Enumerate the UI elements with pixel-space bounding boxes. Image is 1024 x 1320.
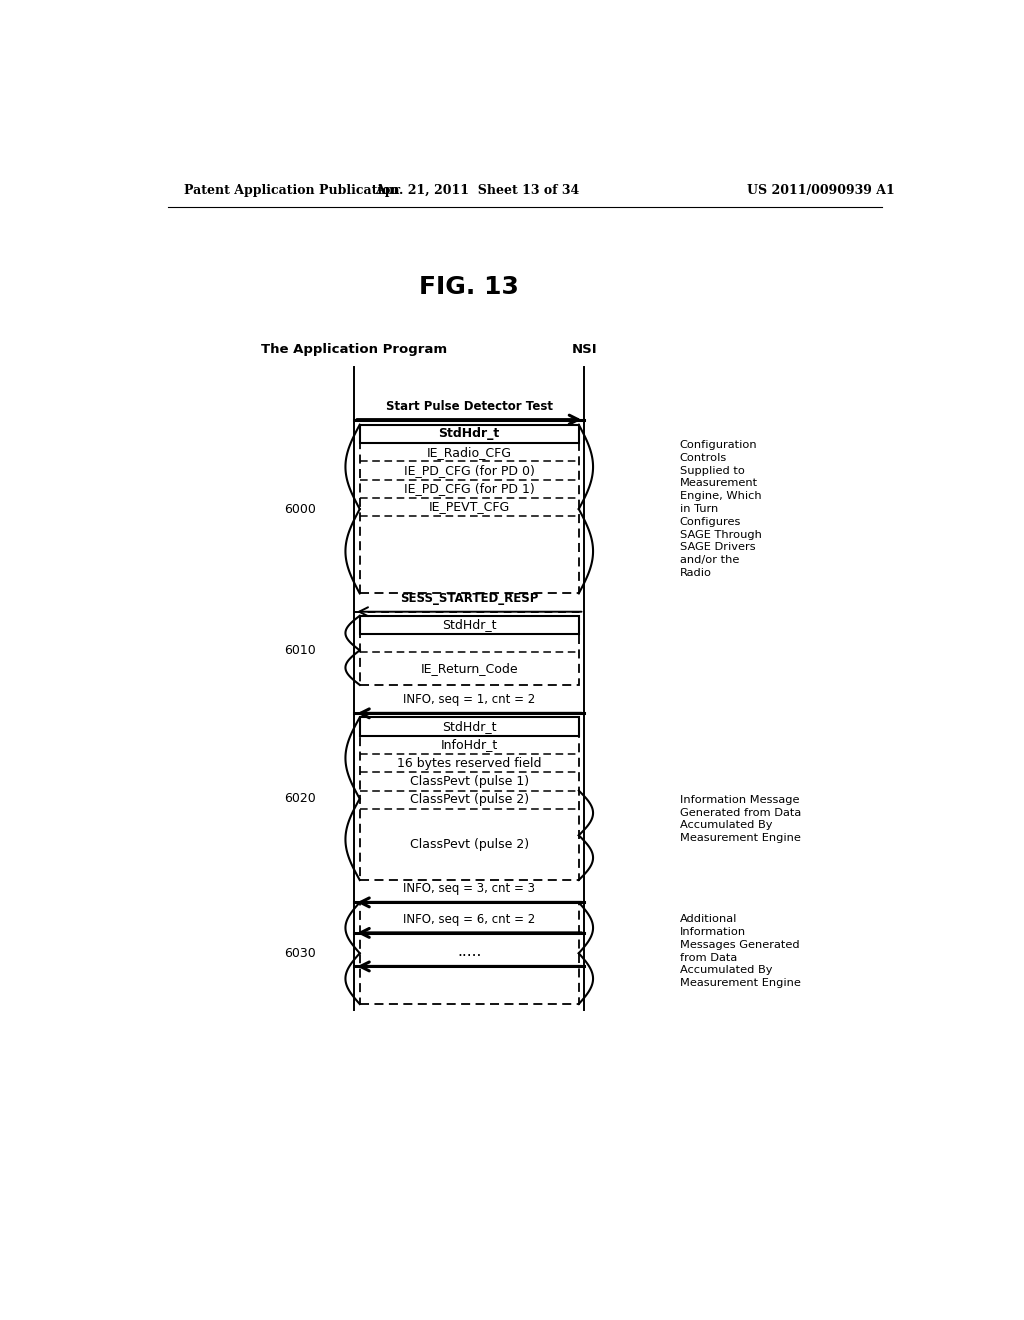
Text: FIG. 13: FIG. 13	[419, 276, 519, 300]
Text: IE_Return_Code: IE_Return_Code	[421, 663, 518, 675]
Text: 6020: 6020	[285, 792, 316, 805]
Text: 6030: 6030	[285, 946, 316, 960]
Text: StdHdr_t: StdHdr_t	[438, 428, 500, 441]
Text: SESS_STARTED_RESP: SESS_STARTED_RESP	[400, 591, 539, 605]
Text: 6000: 6000	[285, 503, 316, 516]
Text: NSI: NSI	[571, 343, 597, 356]
Text: Start Pulse Detector Test: Start Pulse Detector Test	[386, 400, 553, 412]
Text: IE_PD_CFG (for PD 1): IE_PD_CFG (for PD 1)	[403, 482, 535, 495]
Text: IE_PD_CFG (for PD 0): IE_PD_CFG (for PD 0)	[403, 463, 535, 477]
Text: 6010: 6010	[285, 644, 316, 657]
Text: US 2011/0090939 A1: US 2011/0090939 A1	[748, 185, 895, 198]
Text: ClassPevt (pulse 2): ClassPevt (pulse 2)	[410, 793, 528, 807]
Text: INFO, seq = 3, cnt = 3: INFO, seq = 3, cnt = 3	[403, 882, 536, 895]
Text: 16 bytes reserved field: 16 bytes reserved field	[397, 756, 542, 770]
Bar	[359, 718, 579, 735]
Bar	[359, 718, 579, 880]
Text: Patent Application Publication: Patent Application Publication	[183, 185, 399, 198]
Text: Additional
Information
Messages Generated
from Data
Accumulated By
Measurement E: Additional Information Messages Generate…	[680, 915, 801, 989]
Bar	[359, 425, 579, 594]
Bar	[359, 615, 579, 634]
Text: ClassPevt (pulse 2): ClassPevt (pulse 2)	[410, 838, 528, 851]
Bar	[359, 615, 579, 685]
Text: StdHdr_t: StdHdr_t	[442, 619, 497, 631]
Text: .....: .....	[457, 944, 481, 960]
Text: The Application Program: The Application Program	[261, 343, 447, 356]
Text: INFO, seq = 6, cnt = 2: INFO, seq = 6, cnt = 2	[403, 913, 536, 925]
Bar	[359, 425, 579, 444]
Text: IE_Radio_CFG: IE_Radio_CFG	[427, 446, 512, 458]
Bar	[359, 903, 579, 1005]
Text: Apr. 21, 2011  Sheet 13 of 34: Apr. 21, 2011 Sheet 13 of 34	[375, 185, 580, 198]
Text: StdHdr_t: StdHdr_t	[442, 721, 497, 733]
Text: Information Message
Generated from Data
Accumulated By
Measurement Engine: Information Message Generated from Data …	[680, 795, 801, 843]
Text: ClassPevt (pulse 1): ClassPevt (pulse 1)	[410, 775, 528, 788]
Text: INFO, seq = 1, cnt = 2: INFO, seq = 1, cnt = 2	[403, 693, 536, 706]
Text: IE_PEVT_CFG: IE_PEVT_CFG	[429, 500, 510, 513]
Text: Configuration
Controls
Supplied to
Measurement
Engine, Which
in Turn
Configures
: Configuration Controls Supplied to Measu…	[680, 440, 762, 578]
Text: InfoHdr_t: InfoHdr_t	[440, 738, 498, 751]
